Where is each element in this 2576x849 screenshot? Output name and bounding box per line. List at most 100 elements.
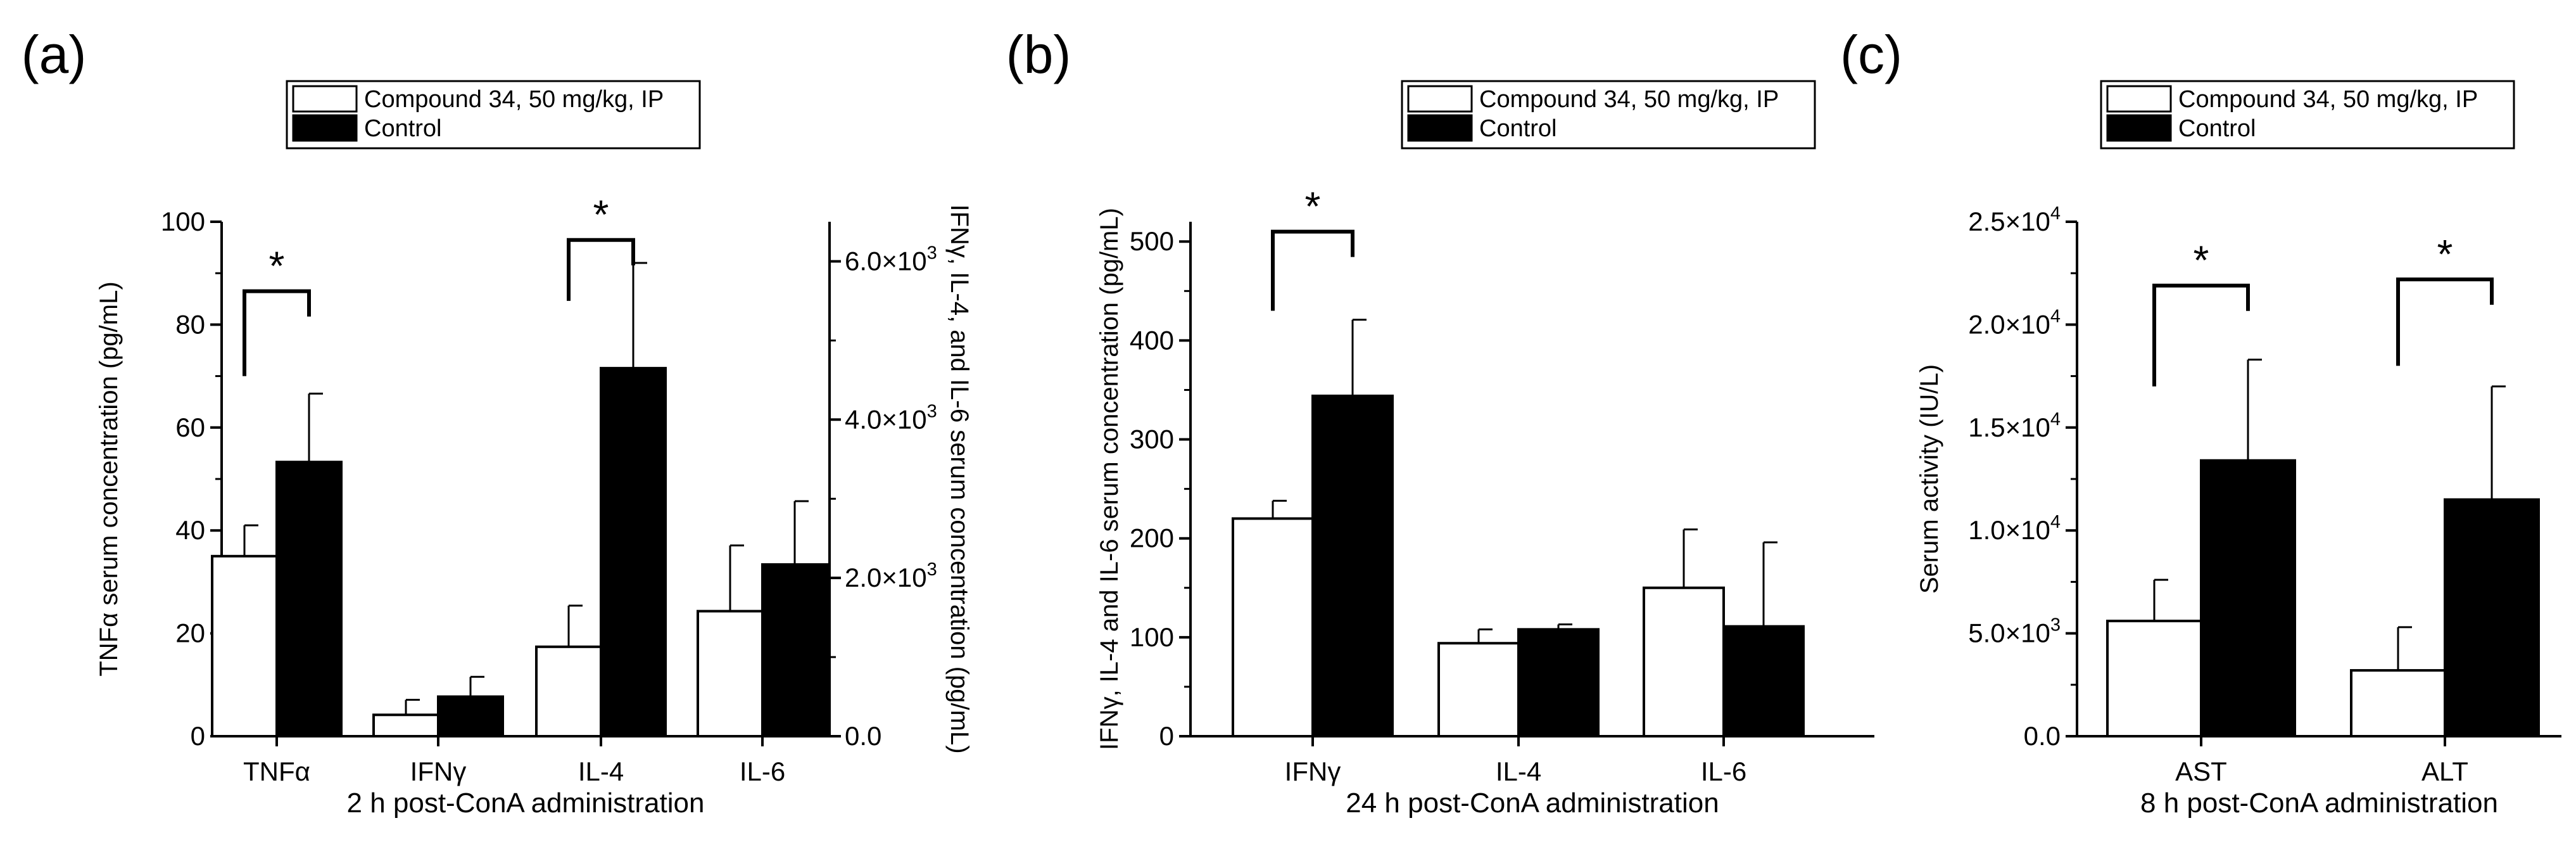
legend-label: Control xyxy=(364,115,442,142)
panel-label: (b) xyxy=(1006,25,1071,84)
bar xyxy=(211,554,278,737)
x-tick-label: IL-4 xyxy=(1496,756,1541,786)
significance-bracket xyxy=(1271,229,1354,311)
bar xyxy=(1232,517,1314,737)
y-tick-label: 1.0×104 xyxy=(1968,512,2061,545)
legend-label: Compound 34, 50 mg/kg, IP xyxy=(2178,86,2478,113)
x-tick-label: AST xyxy=(2175,756,2227,786)
significance-star: * xyxy=(2437,231,2453,277)
bars xyxy=(2106,359,2540,737)
bar xyxy=(437,695,504,737)
legend-swatch xyxy=(1407,114,1473,142)
x-axis: TNFα IFNγ IL-4 IL-6 2 h post-ConA administra… xyxy=(222,735,830,819)
y-axis-label: TNFα serum concentration (pg/mL) xyxy=(95,281,123,676)
bar xyxy=(761,563,828,737)
legend-label: Compound 34, 50 mg/kg, IP xyxy=(364,86,664,113)
significance-star: * xyxy=(2194,238,2209,283)
panel-label: (c) xyxy=(1840,25,1902,84)
bar xyxy=(2444,498,2540,737)
bar xyxy=(1643,586,1725,737)
significance-bracket xyxy=(567,238,635,301)
y-tick-label: 0 xyxy=(191,721,205,751)
significance-bracket xyxy=(2152,283,2250,386)
bar xyxy=(372,713,439,737)
legend-swatch xyxy=(292,114,358,142)
legend-swatch xyxy=(292,85,358,113)
y-tick-label: 60 xyxy=(175,412,205,442)
y-axis-label: Serum activity (IU/L) xyxy=(1916,364,1943,594)
y-tick-label: 300 xyxy=(1130,424,1174,454)
y-axis: 0 20 40 60 80 100 TNFα serum concentration (pg… xyxy=(95,207,223,751)
x-tick-label: IFNγ xyxy=(1285,756,1341,786)
panel-label: (a) xyxy=(22,25,87,84)
legend-label: Compound 34, 50 mg/kg, IP xyxy=(1479,86,1779,113)
bar xyxy=(1311,394,1394,737)
y-tick-label: 2.5×104 xyxy=(1968,203,2061,236)
legend-swatch xyxy=(2106,85,2172,113)
significance: ** xyxy=(243,192,635,376)
bar xyxy=(535,645,602,737)
bar xyxy=(1517,628,1600,737)
bars xyxy=(211,262,828,737)
x-axis-label: 24 h post-ConA administration xyxy=(1346,788,1719,819)
x-tick-label: TNFα xyxy=(243,756,310,786)
y2-tick-label: 2.0×103 xyxy=(845,559,937,592)
y-tick-label: 20 xyxy=(175,618,205,648)
y-tick-label: 0.0 xyxy=(2024,721,2061,751)
significance-bracket xyxy=(2396,277,2494,366)
bar xyxy=(697,610,764,737)
bar xyxy=(2106,620,2202,737)
x-tick-label: IFNγ xyxy=(410,756,467,786)
y2-tick-label: 4.0×103 xyxy=(845,401,937,434)
y-tick-label: 2.0×104 xyxy=(1968,306,2061,339)
bar xyxy=(275,461,343,737)
y2-axis: 0.0 2.0×103 4.0×103 6.0×103 IFNγ, IL-4, and … xyxy=(828,204,973,754)
significance-star: * xyxy=(269,243,285,289)
x-axis-label: 8 h post-ConA administration xyxy=(2140,788,2498,819)
y2-tick-label: 0.0 xyxy=(845,721,881,751)
y-tick-label: 40 xyxy=(175,515,205,545)
legend-label: Control xyxy=(1479,115,1557,142)
bar xyxy=(2200,459,2296,737)
y-tick-label: 0 xyxy=(1159,721,1174,751)
x-tick-label: IL-6 xyxy=(1701,756,1746,786)
bar xyxy=(1437,642,1520,738)
significance: ** xyxy=(2152,231,2494,386)
y-tick-label: 100 xyxy=(1130,622,1174,652)
significance-bracket xyxy=(243,289,311,376)
y2-tick-label: 6.0×103 xyxy=(845,243,937,276)
significance-star: * xyxy=(1305,184,1321,229)
bar xyxy=(2350,669,2446,737)
y-tick-label: 100 xyxy=(161,207,205,236)
bar xyxy=(1722,625,1805,738)
y-tick-label: 500 xyxy=(1130,226,1174,256)
significance-star: * xyxy=(593,192,609,238)
legend-swatch xyxy=(1407,85,1473,113)
y2-axis-label: IFNγ, IL-4, and IL-6 serum concentration… xyxy=(945,204,973,753)
y-tick-label: 5.0×103 xyxy=(1968,615,2061,648)
bar xyxy=(600,367,667,737)
significance: * xyxy=(1271,184,1354,311)
x-tick-label: IL-6 xyxy=(740,756,785,786)
bars xyxy=(1232,319,1805,738)
y-axis-label: IFNγ, IL-4 and IL-6 serum concentration … xyxy=(1095,208,1123,750)
x-axis: IFNγ IL-4 IL-624 h post-ConA administratio… xyxy=(1190,735,1874,819)
y-axis: 0.0 5.0×103 1.0×104 1.5×104 2.0×104 2.5×104 Se… xyxy=(1916,203,2078,751)
x-tick-label: IL-4 xyxy=(578,756,624,786)
x-tick-label: ALT xyxy=(2421,756,2468,786)
legend-swatch xyxy=(2106,114,2172,142)
y-tick-label: 80 xyxy=(175,309,205,339)
y-tick-label: 400 xyxy=(1130,325,1174,355)
legend-label: Control xyxy=(2178,115,2256,142)
x-axis-label: 2 h post-ConA administration xyxy=(347,788,705,819)
y-tick-label: 1.5×104 xyxy=(1968,409,2061,442)
y-tick-label: 200 xyxy=(1130,523,1174,553)
